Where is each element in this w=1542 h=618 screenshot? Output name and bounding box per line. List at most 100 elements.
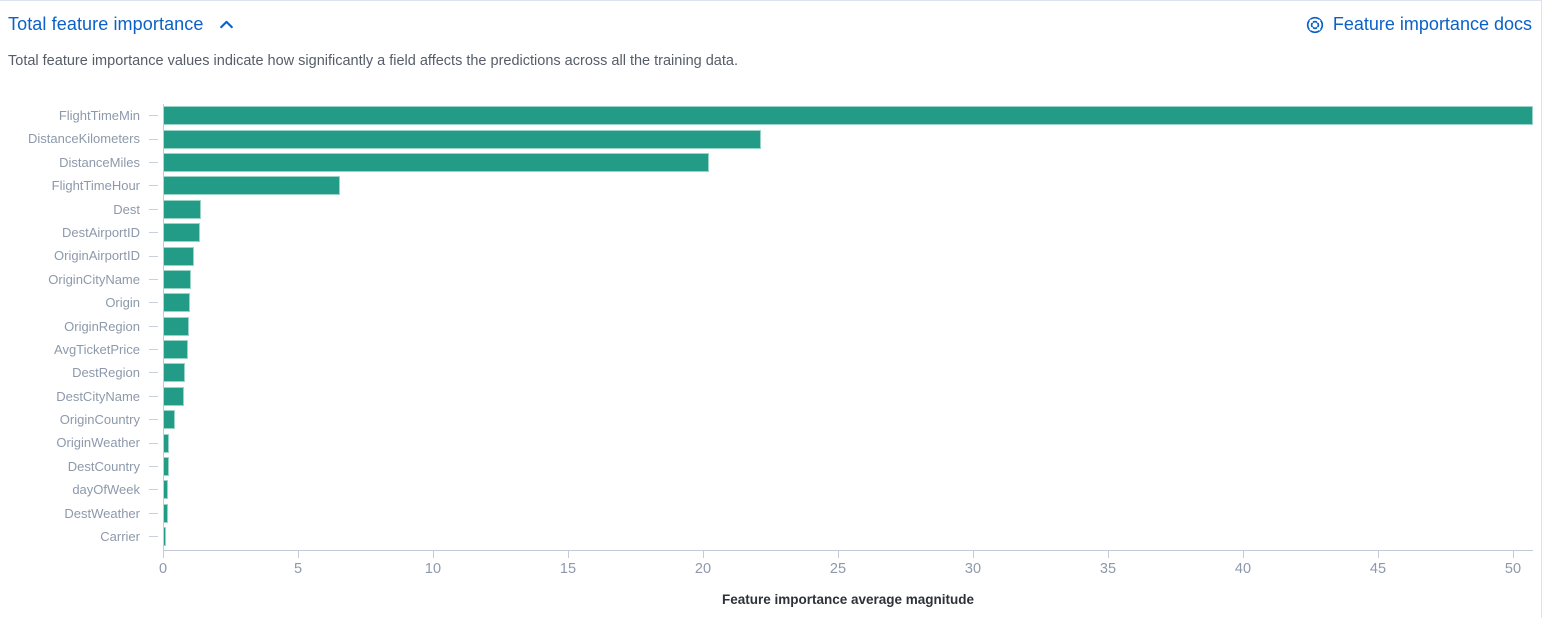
- y-axis-label: DestCityName: [56, 388, 140, 404]
- importance-bar[interactable]: [164, 433, 170, 453]
- y-axis-label: OriginCityName: [48, 271, 140, 287]
- y-tick-mark: [149, 208, 158, 210]
- importance-bar[interactable]: [164, 386, 184, 406]
- chevron-up-icon: [218, 16, 235, 36]
- total-feature-importance-accordion-toggle[interactable]: Total feature importance: [8, 13, 235, 36]
- x-tick-mark: [1513, 550, 1514, 558]
- x-axis-title: Feature importance average magnitude: [721, 592, 975, 607]
- y-tick-mark: [149, 185, 158, 187]
- importance-bar[interactable]: [164, 152, 710, 172]
- importance-bar[interactable]: [164, 176, 340, 196]
- x-tick-label: 25: [829, 561, 847, 577]
- x-tick-mark: [1378, 550, 1379, 558]
- y-tick-mark: [149, 255, 158, 257]
- x-tick-label: 10: [424, 561, 442, 577]
- y-tick-mark: [149, 442, 158, 444]
- importance-bar[interactable]: [164, 246, 194, 266]
- chart-row: FlightTimeHour: [0, 174, 1541, 197]
- y-axis-label: FlightTimeMin: [58, 108, 140, 123]
- importance-bar[interactable]: [164, 527, 166, 547]
- feature-importance-docs-link[interactable]: Feature importance docs: [1305, 13, 1532, 35]
- x-tick-mark: [1108, 550, 1109, 558]
- x-tick-label: 0: [158, 561, 168, 577]
- importance-bar[interactable]: [164, 293, 191, 313]
- y-tick-mark: [149, 278, 158, 280]
- x-tick-mark: [298, 550, 299, 558]
- importance-bar[interactable]: [164, 503, 168, 523]
- chart-row: OriginCountry: [0, 408, 1541, 431]
- y-axis-label: AvgTicketPrice: [54, 341, 140, 357]
- chart-row: Carrier: [0, 525, 1541, 548]
- importance-bar[interactable]: [164, 223, 200, 243]
- importance-bar[interactable]: [164, 316, 189, 336]
- chart-row: DestRegion: [0, 361, 1541, 384]
- x-tick-label: 35: [1099, 561, 1117, 577]
- y-tick-mark: [149, 536, 158, 538]
- y-axis-label: OriginWeather: [56, 435, 140, 451]
- y-axis-label: DestRegion: [72, 365, 140, 381]
- chart-row: DestCityName: [0, 385, 1541, 408]
- docs-link-label: Feature importance docs: [1332, 13, 1532, 34]
- x-tick-mark: [433, 550, 434, 558]
- chart-row: DistanceKilometers: [0, 127, 1541, 150]
- chart-row: FlightTimeMin: [0, 104, 1541, 127]
- y-tick-mark: [149, 138, 158, 140]
- y-axis-label: DestCountry: [67, 458, 140, 474]
- y-tick-mark: [149, 419, 158, 421]
- chart-row: OriginWeather: [0, 431, 1541, 454]
- importance-bar[interactable]: [164, 199, 201, 219]
- y-axis-label: Carrier: [100, 529, 140, 545]
- y-tick-mark: [149, 232, 158, 234]
- y-tick-mark: [149, 115, 158, 117]
- y-axis-label: DestWeather: [64, 505, 140, 521]
- importance-bar[interactable]: [164, 129, 761, 149]
- y-tick-mark: [149, 349, 158, 351]
- y-axis-label: DistanceKilometers: [28, 131, 140, 147]
- y-axis-label: Dest: [113, 201, 140, 217]
- x-tick-mark: [1243, 550, 1244, 558]
- x-tick-mark: [838, 550, 839, 558]
- y-tick-mark: [149, 161, 158, 163]
- y-axis-line: [163, 104, 164, 550]
- importance-bar[interactable]: [164, 340, 189, 360]
- x-tick-mark: [568, 550, 569, 558]
- x-tick-label: 30: [964, 561, 982, 577]
- chart-row: AvgTicketPrice: [0, 338, 1541, 361]
- y-tick-mark: [149, 489, 158, 491]
- chart-row: DestAirportID: [0, 221, 1541, 244]
- section-title: Total feature importance: [8, 14, 204, 34]
- chart-row: DestCountry: [0, 455, 1541, 478]
- x-axis-line: [163, 550, 1533, 551]
- y-axis-label: FlightTimeHour: [51, 178, 140, 194]
- chart-row: OriginCityName: [0, 268, 1541, 291]
- y-axis-label: DestAirportID: [61, 224, 140, 240]
- y-axis-label: OriginAirportID: [54, 248, 140, 264]
- chart-row: DistanceMiles: [0, 151, 1541, 174]
- x-tick-label: 45: [1369, 561, 1387, 577]
- chart-row: DestWeather: [0, 502, 1541, 525]
- x-tick-label: 20: [694, 561, 712, 577]
- y-tick-mark: [149, 512, 158, 514]
- chart-row: Dest: [0, 198, 1541, 221]
- importance-bar[interactable]: [164, 106, 1533, 126]
- y-tick-mark: [149, 395, 158, 397]
- y-axis-label: OriginCountry: [59, 412, 140, 428]
- x-tick-label: 5: [293, 561, 303, 577]
- section-description: Total feature importance values indicate…: [8, 53, 738, 69]
- x-tick-mark: [163, 550, 164, 558]
- importance-bar[interactable]: [164, 410, 176, 430]
- y-axis-label: OriginRegion: [64, 318, 140, 334]
- importance-bar[interactable]: [164, 363, 186, 383]
- importance-bar[interactable]: [164, 269, 192, 289]
- y-tick-mark: [149, 372, 158, 374]
- x-tick-label: 50: [1504, 561, 1522, 577]
- chart-row: Origin: [0, 291, 1541, 314]
- y-tick-mark: [149, 325, 158, 327]
- chart-row: OriginAirportID: [0, 244, 1541, 267]
- importance-bar[interactable]: [164, 457, 169, 477]
- importance-bar[interactable]: [164, 480, 169, 500]
- y-axis-label: Origin: [105, 295, 140, 311]
- y-tick-mark: [149, 302, 158, 304]
- y-tick-mark: [149, 466, 158, 468]
